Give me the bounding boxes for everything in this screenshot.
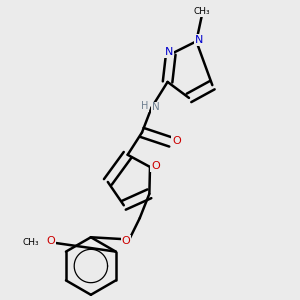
Text: O: O — [46, 236, 55, 246]
Text: CH₃: CH₃ — [22, 238, 39, 247]
Text: N: N — [165, 47, 173, 57]
Text: N: N — [195, 35, 203, 45]
Text: O: O — [152, 161, 160, 171]
Text: CH₃: CH₃ — [194, 8, 210, 16]
Text: H: H — [141, 101, 148, 111]
Text: N: N — [152, 103, 159, 112]
Text: O: O — [172, 136, 181, 146]
Text: O: O — [122, 236, 130, 246]
